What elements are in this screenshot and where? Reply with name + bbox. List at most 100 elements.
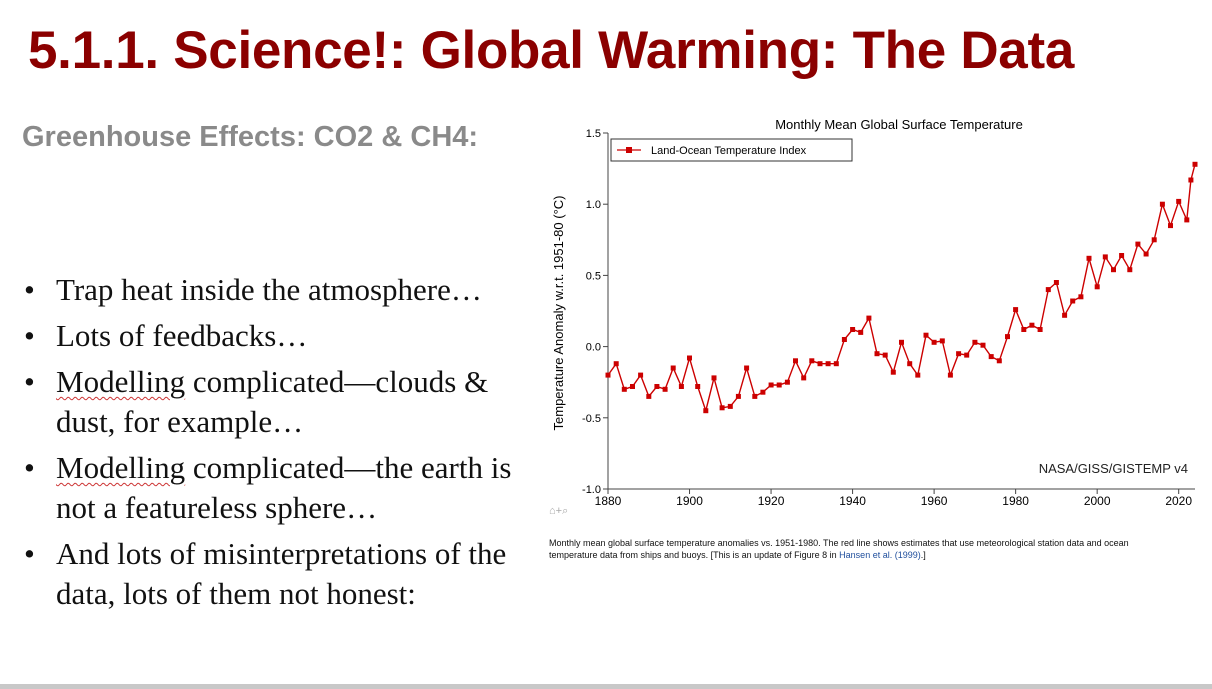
bullet-item: Trap heat inside the atmosphere…: [22, 270, 542, 310]
bullet-item: Modelling complicated—clouds & dust, for…: [22, 362, 542, 442]
data-point: [621, 386, 627, 392]
bullet-item: Modelling complicated—the earth is not a…: [22, 448, 542, 528]
data-point: [899, 339, 904, 345]
bottom-bar: [0, 684, 1212, 689]
data-point: [931, 339, 937, 345]
bullet-text: complicated—the earth is not a featurele…: [56, 450, 512, 525]
data-point: [1127, 267, 1133, 273]
data-point: [833, 361, 839, 367]
data-point: [1062, 312, 1068, 318]
spellcheck-word: Modelling: [56, 450, 186, 485]
y-tick-label: 1.5: [586, 128, 601, 140]
caption-end: .]: [920, 550, 926, 560]
x-tick-label: 1980: [1002, 494, 1029, 508]
chart-tools-icon[interactable]: ⌂+⌕: [549, 505, 568, 517]
legend-marker: [626, 147, 632, 153]
data-point: [1045, 287, 1051, 293]
data-point: [1005, 334, 1010, 340]
caption-text: Monthly mean global surface temperature …: [549, 538, 1129, 560]
data-point: [841, 337, 847, 342]
chart-series: [605, 161, 1198, 414]
bullet-item: And lots of misinterpretations of the da…: [22, 534, 542, 614]
data-point: [605, 372, 611, 378]
subheading: Greenhouse Effects: CO2 & CH4:: [22, 121, 479, 153]
chart-annotation: NASA/GISS/GISTEMP v4: [1039, 461, 1188, 476]
data-point: [1176, 198, 1182, 204]
data-point: [1078, 294, 1084, 300]
data-point: [654, 384, 660, 389]
data-point: [760, 389, 766, 395]
data-point: [662, 386, 668, 392]
bullet-text: And lots of misinterpretations of the da…: [56, 536, 507, 611]
data-point: [801, 375, 807, 381]
data-point: [866, 315, 872, 321]
data-point: [907, 361, 913, 367]
chart-ylabel: Temperature Anomaly w.r.t. 1951-80 (°C): [551, 196, 566, 431]
data-point: [735, 393, 741, 399]
data-point: [915, 372, 921, 378]
data-point: [1119, 253, 1125, 258]
data-point: [670, 365, 676, 371]
data-point: [1021, 327, 1027, 332]
bullet-text: complicated—clouds & dust, for example…: [56, 364, 489, 439]
data-point: [980, 342, 986, 348]
spellcheck-word: Modelling: [56, 364, 186, 399]
data-point: [972, 339, 978, 345]
data-point: [1037, 327, 1043, 332]
y-tick-label: 1.0: [586, 199, 601, 211]
data-point: [1143, 251, 1149, 257]
bullet-text: Trap heat inside the atmosphere…: [56, 272, 482, 307]
data-point: [695, 384, 701, 389]
data-point: [988, 354, 994, 360]
caption-link[interactable]: Hansen et al. (1999): [839, 550, 921, 560]
temperature-chart: Monthly Mean Global Surface Temperature …: [549, 117, 1198, 517]
x-tick-label: 1960: [921, 494, 948, 508]
data-point: [752, 393, 758, 399]
x-tick-label: 2000: [1084, 494, 1111, 508]
data-point: [646, 393, 652, 399]
data-point: [727, 403, 733, 409]
data-point: [703, 408, 709, 414]
data-point: [1168, 223, 1173, 229]
data-point: [1086, 255, 1092, 261]
x-tick-label: 1900: [676, 494, 703, 508]
data-point: [638, 372, 644, 378]
data-point: [1070, 298, 1076, 304]
data-point: [1102, 254, 1108, 260]
data-point: [1135, 241, 1141, 247]
chart-legend: Land-Ocean Temperature Index: [610, 138, 853, 162]
data-point: [1094, 284, 1100, 290]
data-point: [817, 361, 823, 367]
x-tick-label: 1880: [595, 494, 622, 508]
figure-caption: Monthly mean global surface temperature …: [549, 537, 1169, 561]
bullet-list: Trap heat inside the atmosphere… Lots of…: [22, 270, 542, 620]
x-tick-label: 1940: [839, 494, 866, 508]
y-tick-label: -1.0: [582, 484, 601, 496]
data-point: [825, 361, 831, 367]
data-point: [996, 358, 1002, 364]
data-point: [809, 358, 815, 364]
data-point: [882, 352, 888, 358]
data-point: [793, 358, 798, 364]
series-line: [607, 164, 1196, 414]
data-point: [687, 355, 692, 361]
data-point: [1013, 307, 1019, 313]
data-point: [776, 382, 782, 388]
data-point: [956, 351, 962, 357]
data-point: [1159, 201, 1165, 207]
data-point: [678, 384, 684, 389]
x-tick-label: 2020: [1165, 494, 1192, 508]
data-point: [1192, 161, 1198, 167]
data-point: [1184, 217, 1190, 223]
data-point: [939, 338, 945, 344]
chart-axes: -1.0 -0.5 0.0 0.5 1.0 1.5 1880 1900 1920 1940 1960…: [582, 128, 1195, 508]
data-point: [1111, 267, 1116, 273]
data-point: [874, 351, 880, 357]
y-tick-label: 0.5: [586, 270, 601, 282]
data-point: [890, 369, 896, 375]
data-point: [768, 382, 774, 388]
data-point: [964, 352, 970, 358]
bullet-item: Lots of feedbacks…: [22, 316, 542, 356]
y-tick-label: 0.0: [586, 342, 601, 354]
data-point: [1029, 322, 1035, 328]
